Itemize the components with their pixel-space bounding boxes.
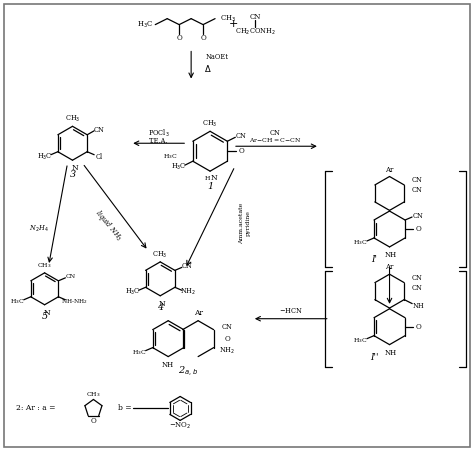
Text: 1: 1 (207, 182, 213, 191)
Text: 5: 5 (41, 312, 48, 321)
Text: CH$_3$: CH$_3$ (37, 262, 52, 270)
Text: Ar: Ar (385, 263, 394, 271)
Text: NH: NH (412, 302, 424, 309)
Text: O: O (238, 147, 244, 155)
Text: CH$_3$: CH$_3$ (202, 119, 218, 129)
Text: NH$_2$: NH$_2$ (180, 287, 196, 297)
Text: Amm.acetate: Amm.acetate (239, 202, 245, 244)
Text: $-$HCN: $-$HCN (279, 306, 303, 315)
Text: CN: CN (412, 176, 423, 184)
Text: CN: CN (412, 212, 423, 220)
Text: CN: CN (94, 126, 105, 134)
Text: 2: Ar : a =: 2: Ar : a = (16, 405, 55, 412)
Text: CN: CN (412, 186, 423, 194)
Text: pyridine: pyridine (246, 210, 250, 236)
Text: +: + (228, 18, 237, 28)
Text: N: N (71, 164, 78, 172)
Text: N$_2$H$_4$: N$_2$H$_4$ (29, 224, 48, 234)
Text: T.E.A.: T.E.A. (149, 137, 168, 145)
Text: O: O (225, 335, 230, 343)
Text: Ar$-$CH$=$C$-$CN: Ar$-$CH$=$C$-$CN (248, 136, 301, 144)
Text: N: N (43, 309, 50, 317)
Text: H$_3$C: H$_3$C (125, 287, 140, 297)
Text: NH: NH (384, 349, 397, 357)
Text: CN: CN (236, 132, 247, 140)
Text: H$_3$C: H$_3$C (164, 152, 178, 161)
Text: H$_3$C: H$_3$C (137, 19, 153, 30)
Text: H$_3$C: H$_3$C (353, 239, 367, 248)
Text: $-$NO$_2$: $-$NO$_2$ (169, 421, 191, 432)
Text: NH: NH (384, 251, 397, 259)
Text: O: O (91, 417, 96, 425)
Text: O: O (200, 33, 206, 41)
Text: NH$_2$: NH$_2$ (219, 345, 235, 356)
Text: CH$_3$: CH$_3$ (65, 114, 80, 124)
Text: liquid NH$_3$: liquid NH$_3$ (92, 207, 125, 243)
Text: 2$_{a,b}$: 2$_{a,b}$ (178, 364, 198, 378)
Text: N: N (211, 174, 218, 182)
Text: CN: CN (269, 129, 280, 137)
Text: H$_3$C: H$_3$C (10, 297, 25, 306)
Text: CN: CN (412, 274, 423, 282)
Text: H$_3$C: H$_3$C (171, 162, 187, 172)
Text: O: O (415, 225, 421, 233)
Text: I'': I'' (370, 353, 379, 362)
Text: H: H (205, 176, 210, 181)
Text: NH-NH$_2$: NH-NH$_2$ (61, 297, 88, 306)
Text: O: O (176, 33, 182, 41)
Text: Ar: Ar (193, 309, 202, 317)
Text: NH: NH (162, 361, 174, 368)
Text: CH$_3$: CH$_3$ (153, 250, 168, 260)
Text: CH$_3$: CH$_3$ (86, 390, 101, 399)
Text: POCl$_3$: POCl$_3$ (148, 128, 170, 139)
Text: H$_3$C: H$_3$C (37, 152, 53, 162)
Text: CN: CN (221, 322, 232, 331)
Text: O: O (415, 322, 421, 331)
Text: H$_3$C: H$_3$C (132, 348, 147, 357)
Text: CN: CN (249, 13, 261, 21)
Text: N: N (159, 300, 165, 308)
Text: CN: CN (65, 274, 75, 279)
Text: CN: CN (182, 262, 192, 270)
Text: CN: CN (412, 284, 423, 292)
Text: Ar: Ar (385, 166, 394, 174)
Text: I': I' (372, 255, 378, 264)
Text: Cl: Cl (96, 153, 103, 161)
Text: 4: 4 (157, 303, 164, 312)
Text: b =: b = (118, 405, 132, 412)
Text: $\Delta$: $\Delta$ (204, 63, 212, 74)
Text: NaOEt: NaOEt (206, 52, 229, 60)
Text: 3: 3 (69, 170, 76, 179)
Text: CH$_3$: CH$_3$ (220, 14, 237, 24)
Text: CH$_2$CONH$_2$: CH$_2$CONH$_2$ (235, 27, 275, 37)
Text: H$_3$C: H$_3$C (353, 336, 367, 345)
